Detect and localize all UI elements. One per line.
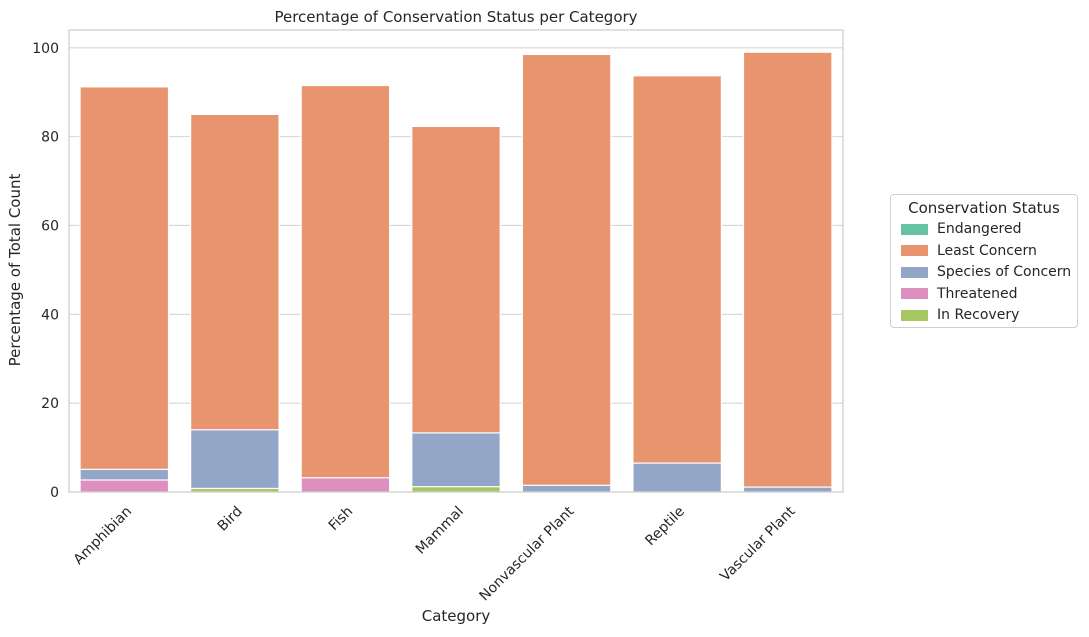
bar-least-concern (521, 53, 612, 493)
bar-species-of-concern (521, 484, 612, 493)
bar-least-concern (190, 113, 280, 493)
bar-least-concern (79, 86, 170, 493)
legend-swatch (901, 223, 928, 235)
x-tick-label: Fish (326, 504, 356, 534)
chart-title: Percentage of Conservation Status per Ca… (274, 8, 637, 26)
y-tick-label: 40 (41, 307, 59, 323)
x-axis-label: Category (422, 607, 491, 625)
legend-item: Endangered (901, 220, 1022, 238)
y-tick-label: 80 (41, 130, 59, 146)
legend-label: Endangered (937, 221, 1022, 237)
legend-swatch (901, 288, 928, 300)
bar-least-concern (632, 75, 722, 493)
legend-swatch (901, 309, 928, 321)
x-tick-label: Vascular Plant (717, 503, 799, 585)
bar-species-of-concern (411, 432, 501, 493)
bar-threatened (79, 479, 170, 493)
y-axis-label: Percentage of Total Count (6, 174, 24, 367)
y-ticks: 0 20 40 60 80 100 (32, 41, 59, 501)
legend-label: In Recovery (937, 307, 1020, 324)
x-tick-label: Amphibian (71, 504, 135, 568)
legend-item: In Recovery (901, 306, 1019, 324)
legend-label: Least Concern (937, 242, 1037, 259)
legend-swatch (901, 266, 928, 278)
legend-swatch (901, 245, 928, 257)
legend-label: Species of Concern (937, 264, 1072, 281)
bar-least-concern (742, 51, 833, 493)
bar-species-of-concern (742, 486, 833, 493)
legend-item: Threatened (901, 285, 1018, 303)
x-tick-label: Bird (215, 504, 246, 535)
legend: Conservation Status Endangered Least Conc… (890, 194, 1078, 328)
legend-item: Species of Concern (901, 263, 1071, 281)
y-tick-label: 0 (50, 485, 59, 501)
bar-species-of-concern (632, 462, 722, 493)
legend-label: Threatened (937, 285, 1018, 302)
y-tick-label: 60 (41, 218, 59, 234)
x-tick-label: Reptile (642, 504, 688, 550)
bar-species-of-concern (190, 429, 280, 493)
legend-item: Least Concern (901, 242, 1037, 260)
y-tick-label: 100 (32, 41, 59, 57)
bar-in-recovery (411, 486, 501, 493)
plot-frame (68, 29, 844, 493)
x-tick-label: Mammal (413, 504, 467, 558)
x-ticks: Amphibian Bird Fish Mammal Nonvascular Plant… (71, 503, 799, 604)
bar-threatened (300, 477, 391, 493)
x-tick-label: Nonvascular Plant (477, 503, 578, 604)
bar-least-concern (300, 84, 391, 493)
bar-least-concern (411, 125, 501, 493)
y-tick-label: 20 (41, 396, 59, 412)
legend-title: Conservation Status (908, 199, 1060, 217)
bars (79, 51, 833, 493)
